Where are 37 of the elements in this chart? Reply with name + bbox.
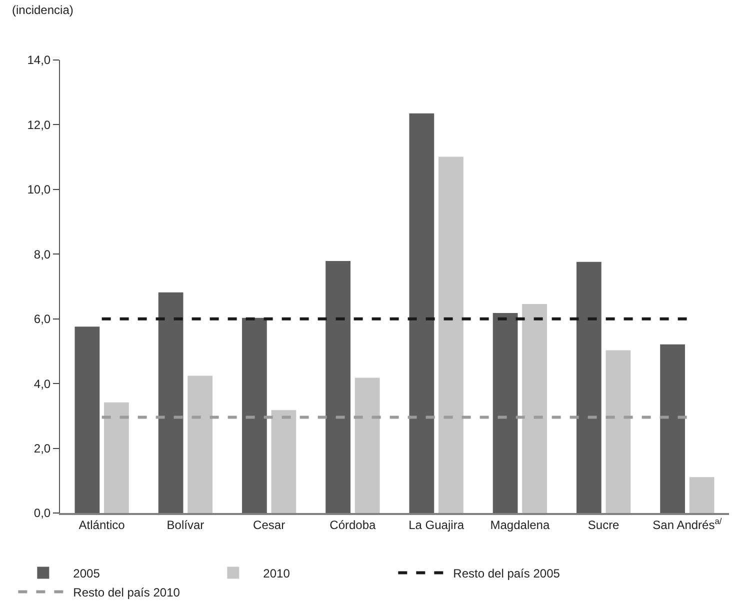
bar [660, 344, 685, 513]
x-tick-label: Bolívar [166, 518, 204, 532]
bar [271, 410, 296, 513]
bar [409, 113, 434, 513]
bar [606, 350, 631, 513]
bar [438, 156, 464, 513]
bar [158, 292, 184, 513]
y-tick-label: 8,0 [34, 247, 51, 262]
legend-label: 2005 [73, 566, 100, 580]
bar [354, 378, 380, 513]
bar [188, 376, 213, 513]
x-tick-label: Cesar [253, 518, 286, 532]
bar [576, 262, 602, 513]
y-tick-label: 0,0 [34, 506, 51, 520]
x-tick-label: Atlántico [78, 518, 126, 532]
y-tick-label: 12,0 [27, 118, 51, 132]
legend-label: Resto del país 2005 [453, 566, 560, 580]
y-tick-label: 14,0 [27, 53, 51, 68]
bar [242, 318, 267, 513]
bar [522, 304, 548, 513]
bar [104, 402, 129, 513]
y-tick-label: 10,0 [27, 182, 51, 197]
legend-label: 2010 [263, 566, 290, 580]
y-tick-label: 6,0 [34, 312, 51, 326]
x-tick-label: La Guajira [408, 518, 464, 532]
y-axis-title: (incidencia) [12, 3, 74, 17]
bar [492, 313, 518, 513]
bar [74, 326, 100, 513]
x-tick-label: Sucre [588, 518, 620, 532]
x-tick-label: Magdalena [490, 518, 550, 532]
y-tick-label: 4,0 [34, 376, 51, 391]
y-tick-label: 2,0 [34, 441, 51, 456]
bar [689, 477, 714, 513]
bar [326, 260, 350, 513]
legend-label: Resto del país 2010 [73, 585, 180, 600]
x-tick-label: Córdoba [330, 518, 376, 532]
x-tick-label: San Andrés$^{a/}$ [652, 516, 722, 532]
